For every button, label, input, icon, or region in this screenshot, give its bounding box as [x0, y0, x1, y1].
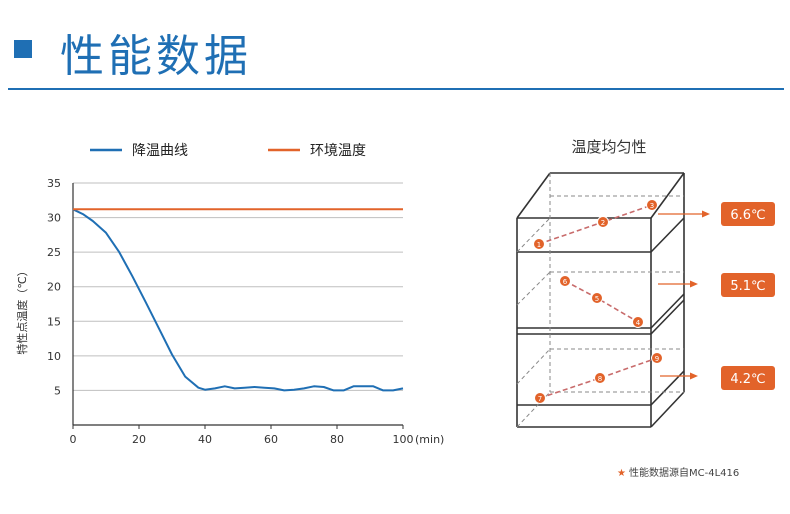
temperature-value: 4.2℃ — [730, 372, 765, 387]
measurement-point-marker — [591, 292, 603, 304]
measurement-point-marker — [533, 238, 545, 250]
footnote-star-icon: ★ — [617, 468, 626, 479]
y-tick-label: 15 — [47, 315, 61, 328]
diagram-title: 温度均匀性 — [571, 138, 646, 156]
x-tick-label: 60 — [264, 433, 278, 446]
uniformity-diagram: 温度均匀性 — [516, 138, 775, 428]
cooling-curve-line — [72, 208, 404, 392]
measurement-point-number: 8 — [598, 375, 602, 383]
y-axis-label: 特性点温度（℃） — [15, 265, 29, 354]
measurement-point-number: 6 — [563, 278, 568, 286]
cooling-line-chart: 降温曲线 环境温度 5 10 15 20 25 30 35 0 20 40 60 80 100 (min)… — [15, 143, 444, 446]
y-tick-labels: 5 10 15 20 25 30 35 — [47, 177, 61, 397]
chart-legend: 降温曲线 环境温度 — [90, 143, 366, 159]
temperature-value-labels: 6.6℃ 5.1℃ 4.2℃ — [721, 202, 775, 390]
page-header: 性能数据 — [0, 0, 790, 92]
measurement-point-marker — [559, 275, 571, 287]
x-unit-label: (min) — [415, 433, 444, 446]
chart-grid — [72, 182, 403, 426]
legend-label: 环境温度 — [310, 143, 366, 159]
measurement-point-number: 7 — [538, 395, 542, 403]
measurement-point-number: 3 — [650, 202, 654, 210]
x-tick-label: 80 — [330, 433, 344, 446]
chart-series — [72, 208, 404, 392]
y-tick-label: 25 — [47, 246, 61, 259]
measurement-point-number: 9 — [655, 355, 659, 363]
temperature-value: 6.6℃ — [730, 208, 765, 223]
x-tick-label: 100 — [393, 433, 414, 446]
measurement-point-number: 2 — [601, 219, 605, 227]
x-tick-label: 0 — [70, 433, 77, 446]
legend-label: 降温曲线 — [132, 143, 188, 159]
y-tick-label: 35 — [47, 177, 61, 190]
measurement-point-marker — [594, 372, 606, 384]
x-tick-label: 20 — [132, 433, 146, 446]
value-label-box — [721, 202, 775, 226]
y-tick-label: 20 — [47, 281, 61, 294]
y-tick-label: 10 — [47, 350, 61, 363]
measurement-point-number: 1 — [537, 241, 541, 249]
measurement-point-number: 5 — [595, 295, 599, 303]
measurement-point-marker — [534, 392, 546, 404]
reading-arrows — [658, 210, 710, 380]
page-title: 性能数据 — [60, 31, 252, 82]
measurement-points: 1 2 3 6 5 4 7 8 9 — [533, 199, 663, 404]
measurement-point-number: 4 — [636, 319, 641, 327]
cabinet-outline — [516, 172, 685, 428]
temperature-value: 5.1℃ — [730, 279, 765, 294]
value-label-box — [721, 366, 775, 390]
measurement-point-marker — [597, 216, 609, 228]
cabinet-hidden-edges — [516, 173, 684, 428]
title-square-icon — [14, 40, 32, 58]
footnote-text: 性能数据源自MC-4L416 — [629, 466, 739, 479]
y-tick-label: 30 — [47, 212, 61, 225]
x-tick-label: 40 — [198, 433, 212, 446]
measurement-point-marker — [646, 199, 658, 211]
header-divider — [8, 88, 784, 90]
x-tick-labels: 0 20 40 60 80 100 (min) — [70, 425, 444, 446]
measurement-point-marker — [651, 352, 663, 364]
footnote: ★ 性能数据源自MC-4L416 — [617, 466, 739, 479]
measurement-point-marker — [632, 316, 644, 328]
value-label-box — [721, 273, 775, 297]
y-tick-label: 5 — [54, 384, 61, 397]
